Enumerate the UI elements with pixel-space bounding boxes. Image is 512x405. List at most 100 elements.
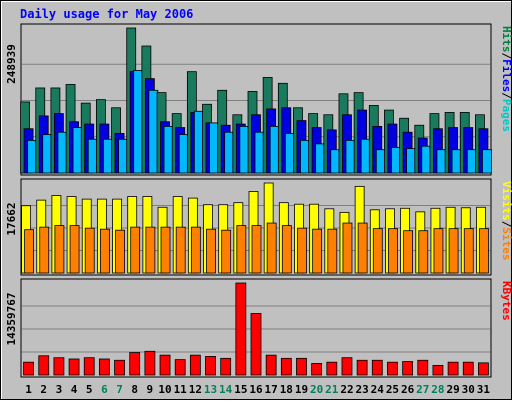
bar-sites-day-21 [327, 228, 338, 274]
bar-sites-day-26 [403, 230, 414, 274]
bar-sites-day-20 [312, 228, 323, 274]
x-tick-label: 14 [219, 383, 233, 396]
x-tick-label: 1 [25, 383, 32, 396]
x-tick-label: 9 [147, 383, 154, 396]
bar-sites-day-12 [190, 226, 201, 274]
bar-kbytes-day-25 [387, 361, 398, 376]
bar-sites-day-30 [463, 228, 474, 274]
legend-entry: Sites [500, 227, 512, 260]
bar-kbytes-day-20 [311, 363, 323, 376]
bar-kbytes-day-9 [144, 350, 156, 376]
x-tick-label: 24 [371, 383, 385, 396]
x-tick-label: 22 [340, 383, 353, 396]
legend-entry: Visits [500, 181, 512, 221]
x-tick-label: 25 [386, 383, 399, 396]
bar-kbytes-day-24 [371, 359, 383, 376]
bar-sites-day-25 [388, 228, 398, 274]
bar-pages-day-23 [360, 138, 371, 174]
bar-kbytes-day-28 [432, 364, 444, 376]
bar-pages-day-22 [345, 139, 356, 174]
bar-pages-day-14 [224, 131, 235, 174]
bar-kbytes-day-1 [23, 361, 34, 376]
y-max-label: 248939 [5, 44, 18, 84]
bar-kbytes-day-3 [53, 357, 65, 376]
bar-sites-day-27 [418, 230, 429, 274]
x-tick-label: 31 [477, 383, 491, 396]
bar-kbytes-day-15 [235, 282, 247, 376]
bar-kbytes-day-6 [98, 358, 110, 376]
bar-sites-day-29 [448, 228, 459, 274]
bar-pages-day-30 [466, 149, 477, 174]
bar-sites-day-4 [69, 225, 80, 274]
y-max-label: 14359767 [5, 293, 18, 346]
bar-kbytes-day-12 [189, 354, 201, 376]
x-tick-label: 7 [116, 383, 123, 396]
bar-pages-day-13 [209, 122, 219, 174]
bar-sites-day-24 [372, 228, 383, 274]
x-tick-label: 16 [249, 383, 263, 396]
bar-pages-day-31 [482, 149, 492, 174]
bar-pages-day-19 [300, 139, 310, 174]
legend-entry: / [500, 221, 512, 228]
bar-pages-day-25 [391, 146, 401, 174]
x-tick-label: 21 [325, 383, 339, 396]
x-tick-label: 13 [204, 383, 217, 396]
bar-sites-day-3 [54, 225, 65, 274]
bar-pages-day-20 [315, 143, 326, 174]
bar-kbytes-day-10 [159, 354, 171, 376]
bar-sites-day-18 [281, 225, 292, 274]
panel-legend: Hits/Files/Pages [500, 26, 512, 132]
bar-sites-day-7 [115, 229, 125, 274]
bar-pages-day-15 [239, 126, 250, 174]
x-tick-label: 11 [174, 383, 188, 396]
bar-pages-day-1 [27, 139, 37, 174]
panel-kbytes: 14359767 KBytes [5, 278, 512, 378]
legend-entry: Files [500, 59, 512, 92]
x-tick-label: 19 [295, 383, 308, 396]
x-tick-label: 26 [401, 383, 415, 396]
bar-sites-day-5 [84, 227, 95, 274]
x-tick-label: 2 [40, 383, 47, 396]
bar-pages-day-6 [102, 138, 113, 174]
bar-kbytes-day-8 [129, 352, 141, 376]
bar-pages-day-12 [193, 110, 204, 174]
bar-kbytes-day-17 [265, 354, 277, 376]
bar-sites-day-28 [433, 228, 444, 274]
bar-sites-day-13 [206, 228, 216, 274]
bar-pages-day-27 [421, 145, 432, 174]
x-tick-label: 30 [462, 383, 475, 396]
bar-kbytes-day-27 [417, 359, 429, 376]
x-tick-label: 6 [101, 383, 108, 396]
bar-pages-day-16 [254, 131, 265, 174]
bar-pages-day-18 [284, 132, 295, 174]
bar-sites-day-11 [175, 226, 186, 274]
bar-kbytes-day-18 [280, 357, 292, 376]
bar-kbytes-day-5 [83, 357, 95, 376]
bar-pages-day-4 [72, 127, 83, 174]
bar-pages-day-8 [133, 70, 144, 174]
bar-pages-day-2 [42, 134, 53, 174]
bar-sites-day-9 [145, 226, 156, 274]
x-tick-label: 15 [234, 383, 247, 396]
panel-legend: Visits/Sites [500, 181, 512, 261]
bar-sites-day-1 [24, 229, 34, 274]
bar-kbytes-day-19 [296, 357, 307, 376]
panel-sites-visits: 17662 Visits/Sites [5, 178, 512, 276]
legend-entry: KBytes [500, 281, 512, 321]
x-tick-label: 17 [265, 383, 278, 396]
panel-legend: KBytes [500, 281, 512, 321]
bar-kbytes-day-16 [250, 313, 262, 376]
bar-sites-day-6 [99, 228, 110, 274]
x-tick-label: 28 [431, 383, 444, 396]
bar-kbytes-day-22 [341, 357, 353, 376]
x-tick-label: 4 [71, 383, 78, 396]
bar-sites-day-22 [342, 222, 353, 274]
bar-kbytes-day-2 [38, 355, 50, 376]
legend-entry: / [500, 53, 512, 60]
bar-kbytes-day-13 [205, 356, 216, 376]
bar-kbytes-day-4 [68, 358, 80, 376]
bar-sites-day-8 [130, 226, 141, 274]
bar-kbytes-day-21 [326, 361, 338, 376]
bar-pages-day-17 [269, 126, 280, 174]
x-tick-label: 3 [56, 383, 63, 396]
